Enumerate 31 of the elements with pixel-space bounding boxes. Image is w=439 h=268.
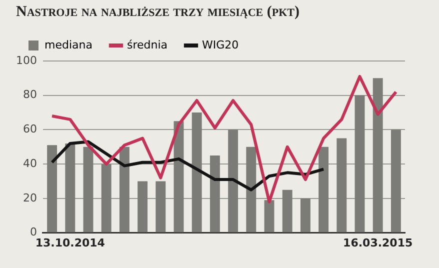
bar (300, 198, 310, 232)
y-tick-label: 20 (22, 191, 37, 204)
x-tick-label: 13.10.2014 (35, 236, 106, 250)
bar (318, 146, 329, 232)
x-tick-label: 16.03.2015 (343, 236, 413, 250)
bar (354, 95, 365, 232)
y-tick-label: 80 (22, 88, 37, 102)
bar (264, 200, 274, 232)
bar (138, 181, 148, 232)
bar (83, 146, 94, 232)
bar (390, 130, 401, 232)
y-tick-label: 100 (16, 54, 37, 67)
bar (47, 145, 58, 232)
legend-label: mediana (44, 38, 92, 52)
bar (336, 138, 347, 232)
bar (282, 190, 292, 232)
y-tick-label: 0 (30, 226, 37, 239)
chart-title: Nastroje na najbliższe trzy miesiące (pkt) (16, 4, 300, 21)
bar (372, 78, 383, 232)
y-tick-label: 60 (22, 122, 37, 136)
bar (228, 130, 238, 232)
bar (192, 112, 202, 232)
bar (65, 143, 76, 232)
bar (101, 164, 112, 232)
bar (156, 181, 166, 232)
y-tick-label: 40 (22, 156, 37, 170)
legend-label: średnia (126, 38, 168, 52)
bar (119, 146, 130, 232)
bar (246, 146, 256, 232)
bar (210, 155, 220, 232)
legend-label: WIG20 (202, 38, 239, 52)
